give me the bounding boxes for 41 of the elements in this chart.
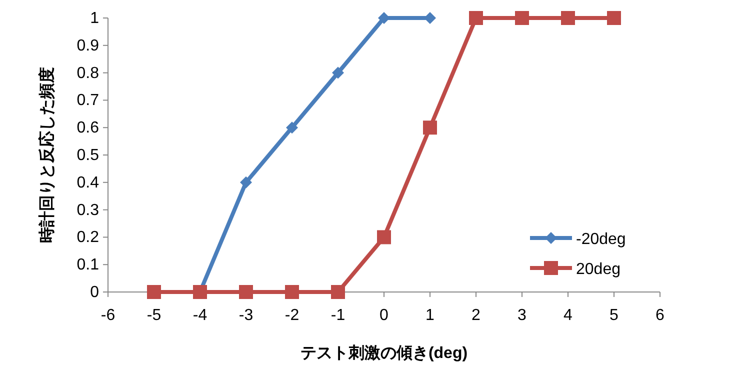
y-tick-label: 0.7 (76, 92, 100, 110)
x-axis-title: テスト刺激の傾き(deg) (300, 344, 468, 362)
x-tick-label: -1 (330, 307, 346, 324)
point (331, 285, 345, 299)
x-tick-label: 5 (610, 307, 619, 324)
y-tick-label: 0.5 (76, 147, 100, 164)
point (607, 11, 621, 25)
x-tick-label: 2 (472, 307, 481, 324)
point (561, 11, 575, 25)
point (332, 66, 344, 79)
x-tick-label: -5 (146, 307, 162, 324)
point (515, 11, 529, 25)
legend-label: -20deg (576, 231, 626, 248)
y-tick-label: 1 (90, 10, 100, 27)
x-tick-label: -6 (100, 307, 116, 324)
point (239, 285, 253, 299)
point (377, 230, 391, 244)
point (469, 11, 483, 25)
x-tick-label: -2 (284, 307, 300, 324)
y-tick-label: 0.6 (76, 120, 100, 137)
y-axis-title: 時計回りと反応した頻度 (37, 67, 56, 243)
point (147, 285, 161, 299)
y-tick-label: 0.8 (76, 64, 100, 82)
x-tick-label: 0 (380, 307, 389, 324)
x-tick-label: 3 (518, 307, 527, 324)
x-tick-label: 4 (564, 307, 573, 324)
x-tick-label: -3 (238, 307, 254, 324)
x-tick-label: 6 (656, 307, 665, 324)
point (423, 120, 437, 135)
y-tick-label: 0.3 (76, 202, 100, 219)
y-tick-label: 0 (90, 284, 100, 301)
y-tick-label: 0.9 (76, 37, 100, 54)
point (285, 285, 299, 299)
point (240, 176, 252, 188)
y-tick-label: 0.4 (76, 174, 100, 192)
y-tick-label: 0.2 (76, 229, 100, 246)
legend-label: 20deg (576, 261, 620, 278)
x-tick-label: 1 (426, 307, 435, 324)
point (286, 122, 298, 134)
x-tick-label: -4 (192, 307, 208, 324)
y-tick-label: 0.1 (76, 256, 100, 274)
